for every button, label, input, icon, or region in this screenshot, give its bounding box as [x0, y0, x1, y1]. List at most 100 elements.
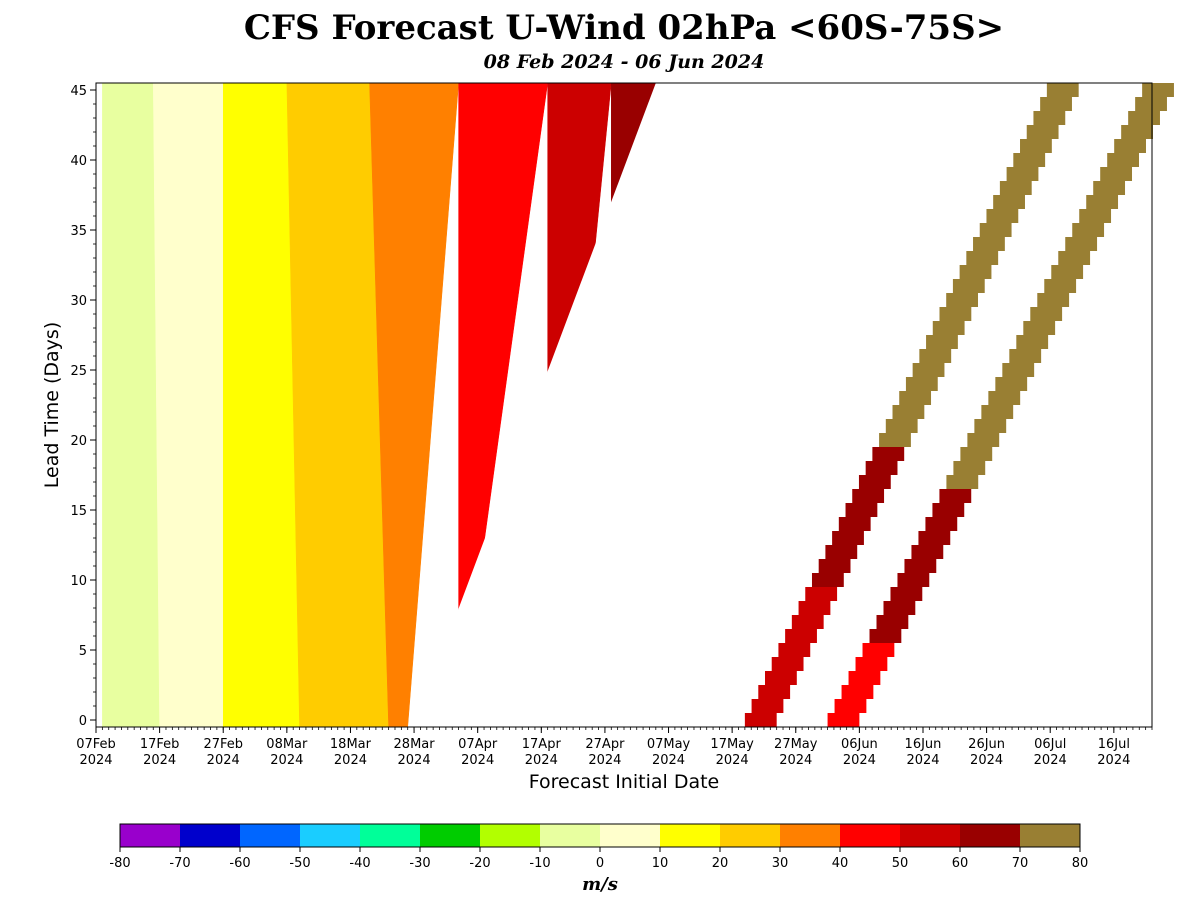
x-tick-label: 06Jul — [1034, 737, 1066, 752]
x-axis-label: Forecast Initial Date — [529, 771, 719, 793]
streak-0-cell — [765, 671, 797, 685]
streak-1-cell — [1086, 195, 1119, 209]
streak-0-cell — [852, 489, 885, 503]
streak-1-cell — [841, 685, 874, 699]
x-tick-label-year: 2024 — [1097, 753, 1130, 768]
y-tick-label: 10 — [70, 574, 87, 589]
colorbar-swatch — [420, 824, 481, 847]
y-tick-label: 35 — [70, 224, 87, 239]
streak-0-cell — [744, 713, 777, 727]
streak-0-cell — [805, 587, 838, 601]
streak-1-cell — [1114, 139, 1146, 153]
streak-1-cell — [1079, 209, 1112, 223]
x-tick-label-year: 2024 — [652, 753, 685, 768]
streak-1-cell — [925, 517, 958, 531]
streak-0-cell — [946, 293, 979, 307]
streak-1-cell — [883, 601, 916, 615]
colorbar-tick-label: 70 — [1012, 856, 1029, 871]
x-tick-label: 06Jun — [841, 737, 878, 752]
colorbar-tick-label: 20 — [712, 856, 729, 871]
streak-0-cell — [751, 699, 784, 713]
streak-1-cell — [946, 475, 979, 489]
colorbar: -80 -70 -60 -50 -40 -30 -20 -10 0 10 20 30 40 50 60 70 8… — [109, 823, 1088, 871]
streak-1-cell — [1128, 111, 1160, 125]
streak-0-cell — [758, 685, 791, 699]
colorbar-tick-label: 10 — [652, 856, 669, 871]
streak-0-cell — [973, 237, 1005, 251]
x-tick-label-year: 2024 — [143, 753, 176, 768]
x-tick-label-year: 2024 — [843, 753, 876, 768]
streak-0-cell — [1046, 83, 1079, 97]
streak-0-cell — [899, 391, 932, 405]
streak-1-cell — [995, 377, 1028, 391]
streak-1-cell — [904, 559, 937, 573]
y-tick-label: 20 — [70, 434, 87, 449]
colorbar-tick-label: 40 — [832, 856, 849, 871]
x-tick-label-year: 2024 — [1034, 753, 1067, 768]
colorbar-tick-label: -20 — [469, 856, 490, 871]
colorbar-tick-label: 50 — [892, 856, 909, 871]
colorbar-tick-label: -50 — [289, 856, 310, 871]
x-tick-label-year: 2024 — [970, 753, 1003, 768]
x-tick-label-year: 2024 — [716, 753, 749, 768]
colorbar-tick-label: -10 — [529, 856, 550, 871]
y-tick-label: 25 — [70, 364, 87, 379]
streak-1-cell — [897, 573, 930, 587]
colorbar-swatch — [960, 824, 1021, 847]
streak-1-cell — [1142, 83, 1174, 97]
colorbar-swatch — [360, 824, 421, 847]
streak-1-cell — [1023, 321, 1056, 335]
streak-1-cell — [1002, 363, 1035, 377]
x-tick-label: 27May — [774, 737, 818, 752]
colorbar-tick-label: 60 — [952, 856, 969, 871]
streak-0-cell — [892, 405, 925, 419]
streak-0-cell — [1026, 125, 1059, 139]
x-tick-label-year: 2024 — [588, 753, 621, 768]
y-tick-label: 5 — [79, 644, 87, 659]
x-tick-label-year: 2024 — [334, 753, 367, 768]
x-tick-label: 27Feb — [203, 737, 243, 752]
colorbar-tick-label: 0 — [596, 856, 604, 871]
streak-1-cell — [981, 405, 1014, 419]
streak-1-cell — [1100, 167, 1133, 181]
x-tick-label-year: 2024 — [779, 753, 812, 768]
y-axis-label: Lead Time (Days) — [41, 322, 63, 488]
streak-1-cell — [1044, 279, 1077, 293]
streak-1-cell — [1058, 251, 1091, 265]
x-tick-label: 07Apr — [458, 737, 498, 752]
streak-1-cell — [1009, 349, 1042, 363]
colorbar-swatch — [120, 824, 181, 847]
streak-0-cell — [939, 307, 972, 321]
streak-0-cell — [966, 251, 999, 265]
streak-1-cell — [827, 713, 860, 727]
x-tick-label-year: 2024 — [79, 753, 112, 768]
streak-0-cell — [832, 531, 864, 545]
x-tick-label: 17Apr — [522, 737, 562, 752]
streak-0-cell — [1040, 97, 1072, 111]
streak-1-cell — [1016, 335, 1049, 349]
x-tick-label-year: 2024 — [525, 753, 558, 768]
streak-0-cell — [1020, 139, 1052, 153]
wind-band-0 — [102, 82, 160, 728]
streak-1-cell — [932, 503, 965, 517]
streak-1-cell — [1121, 125, 1153, 139]
streak-1-cell — [848, 671, 881, 685]
colorbar-swatch — [1020, 824, 1081, 847]
streak-1-cell — [855, 657, 888, 671]
streak-0-cell — [771, 657, 804, 671]
streak-1-cell — [1107, 153, 1139, 167]
streak-0-cell — [879, 433, 911, 447]
x-tick-label-year: 2024 — [461, 753, 494, 768]
streak-0-cell — [1013, 153, 1046, 167]
colorbar-swatch — [840, 824, 901, 847]
streak-1-cell — [890, 587, 923, 601]
colorbar-swatch — [780, 824, 841, 847]
streak-0-cell — [811, 573, 844, 587]
no-data-region — [414, 83, 1153, 727]
y-tick-label: 40 — [70, 154, 87, 169]
chart-subtitle: 08 Feb 2024 - 06 Jun 2024 — [483, 51, 765, 73]
y-axis: 0 5 10 15 20 25 30 35 40 45 — [70, 84, 96, 729]
x-tick-label: 28Mar — [394, 737, 436, 752]
plot-area — [102, 82, 1174, 728]
